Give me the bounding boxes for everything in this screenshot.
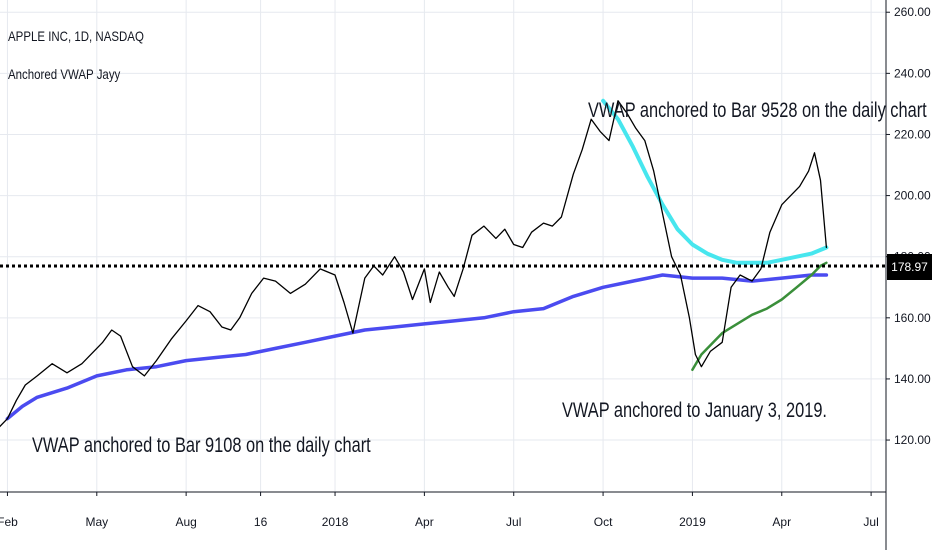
indicator-name: Anchored VWAP Jayy	[8, 66, 121, 82]
axis-layer: 120.00140.00160.00180.00200.00220.00240.…	[0, 5, 931, 529]
y-tick-label: 160.00	[894, 311, 931, 325]
annotation-vwap-jan-2019: VWAP anchored to January 3, 2019.	[562, 399, 827, 422]
x-tick-label: Feb	[0, 515, 18, 529]
annotation-vwap-9528: VWAP anchored to Bar 9528 on the daily c…	[588, 99, 927, 122]
y-tick-label: 200.00	[894, 189, 931, 203]
x-tick-label: 2018	[322, 515, 349, 529]
vwap-9528-line	[601, 98, 829, 265]
y-tick-label: 260.00	[894, 5, 931, 19]
x-tick-label: Aug	[175, 515, 196, 529]
series-layer	[0, 98, 829, 428]
x-tick-label: 16	[254, 515, 268, 529]
x-tick-label: May	[85, 515, 108, 529]
x-tick-label: Jul	[506, 515, 521, 529]
y-tick-label: 220.00	[894, 127, 931, 141]
x-tick-label: Apr	[772, 515, 791, 529]
x-tick-label: Apr	[415, 515, 434, 529]
chart-symbol-title: APPLE INC, 1D, NASDAQ	[8, 28, 144, 44]
x-tick-label: Jul	[863, 515, 878, 529]
vwap-jan2019-line	[691, 261, 828, 372]
last-price-label: 178.97	[887, 254, 932, 280]
grid-layer	[0, 0, 886, 492]
y-tick-label: 240.00	[894, 66, 931, 80]
price-line	[0, 100, 828, 428]
vwap-9108-line	[5, 273, 829, 421]
x-tick-label: Oct	[594, 515, 613, 529]
y-tick-label: 120.00	[894, 433, 931, 447]
y-tick-label: 140.00	[894, 372, 931, 386]
annotation-vwap-9108: VWAP anchored to Bar 9108 on the daily c…	[32, 434, 371, 457]
x-tick-label: 2019	[679, 515, 706, 529]
